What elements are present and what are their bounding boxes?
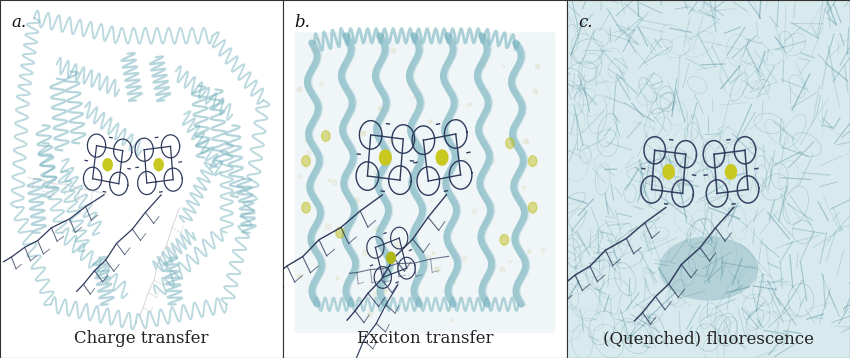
Text: a.: a. [11,14,26,31]
Circle shape [386,251,396,264]
Circle shape [529,202,537,213]
Circle shape [302,156,310,166]
Circle shape [321,131,330,141]
FancyBboxPatch shape [295,32,555,333]
Circle shape [662,164,675,180]
Text: Exciton transfer: Exciton transfer [357,330,493,347]
Ellipse shape [659,236,758,301]
Circle shape [529,156,537,166]
Text: (Quenched) fluorescence: (Quenched) fluorescence [603,330,813,347]
Text: b.: b. [295,14,310,31]
Text: c.: c. [578,14,592,31]
Circle shape [153,158,164,171]
Circle shape [506,138,514,149]
Circle shape [302,202,310,213]
Circle shape [435,149,449,166]
Text: Charge transfer: Charge transfer [75,330,209,347]
Circle shape [725,164,737,180]
Circle shape [336,227,344,238]
Circle shape [102,158,113,171]
Circle shape [500,234,508,245]
Circle shape [379,149,392,166]
